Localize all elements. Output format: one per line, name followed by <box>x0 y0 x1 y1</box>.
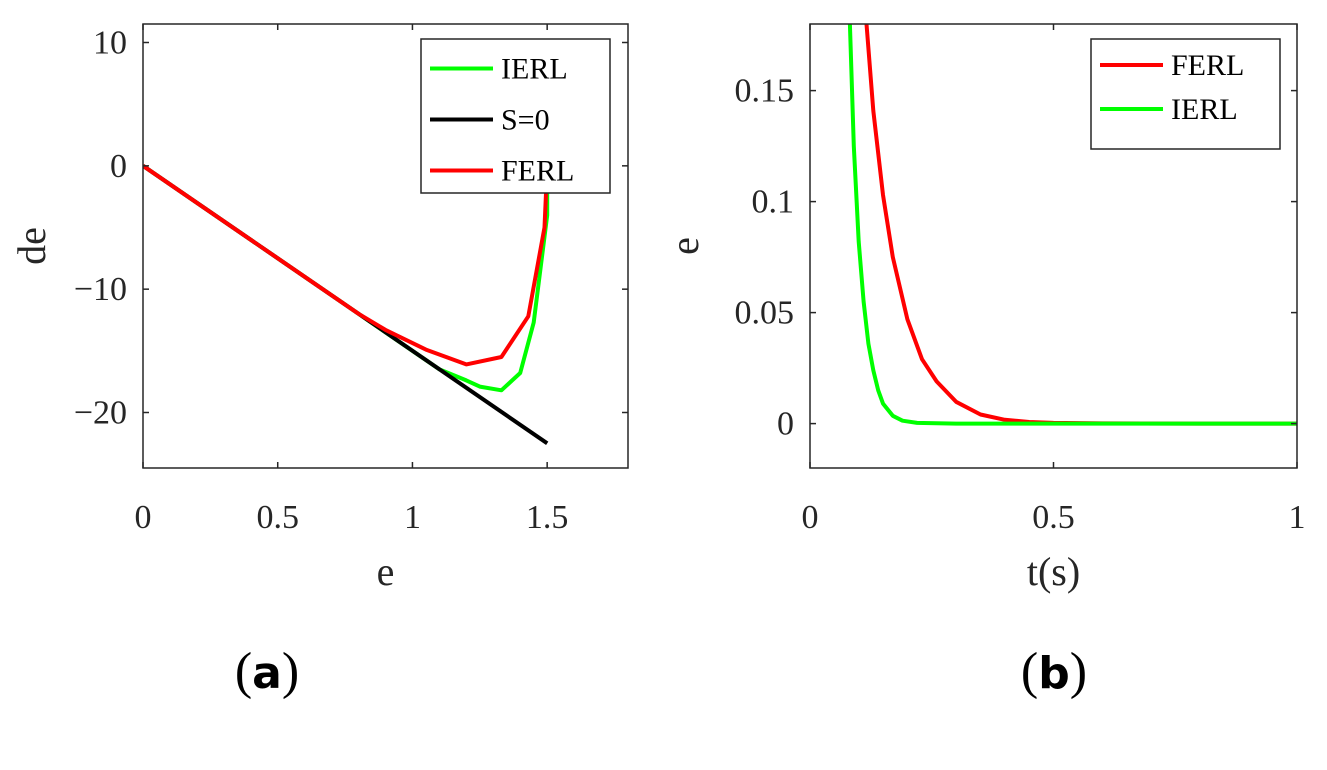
legend-box <box>1090 38 1281 150</box>
panel-label-a: (a) <box>235 642 299 701</box>
series-line-ierl <box>143 164 550 393</box>
plot-a-line-chart: 0 0.5 1 1.5 10 0 −10 −20 e de IERL S=0 FERL <box>9 23 629 594</box>
y-tick-label: 0 <box>110 148 127 185</box>
y-tick-label: 0 <box>777 406 794 443</box>
x-tick-label: 1 <box>1289 499 1306 536</box>
y-tick-label: 0.15 <box>735 73 795 110</box>
series-line-ferl <box>143 164 550 367</box>
y-tick-label: 0.05 <box>735 295 795 332</box>
plot-b-line-chart: 0 0.5 1 0.15 0.1 0.05 0 t(s) e FERL IERL <box>662 23 1306 594</box>
x-tick-label: 0 <box>802 499 819 536</box>
y-tick-label: 0.1 <box>752 184 795 221</box>
legend-label: FERL <box>501 155 574 188</box>
panel-label-b-close: ) <box>1069 643 1088 700</box>
y-tick-label: −10 <box>74 271 127 308</box>
x-tick-label: 0 <box>135 499 152 536</box>
legend-label: FERL <box>1171 49 1244 82</box>
series-line-ierl <box>847 24 1297 426</box>
y-axis-label: de <box>9 227 54 265</box>
panel-label-b-letter: b <box>1038 648 1070 699</box>
panel-label-a-letter: a <box>252 648 282 699</box>
x-axis-label: t(s) <box>1027 549 1080 594</box>
legend-label: IERL <box>501 53 568 86</box>
x-tick-label: 1 <box>404 499 421 536</box>
axes-box <box>142 23 629 469</box>
legend-label: S=0 <box>501 104 550 137</box>
x-tick-label: 0.5 <box>1032 499 1075 536</box>
legend-box <box>420 38 611 194</box>
y-axis-label: e <box>662 237 707 255</box>
legend-label: IERL <box>1171 93 1238 126</box>
panel-label-b: (b) <box>1021 642 1087 701</box>
panel-label-a-close: ) <box>281 643 300 700</box>
x-axis-label: e <box>377 549 395 594</box>
x-tick-label: 0.5 <box>256 499 299 536</box>
panel-label-b-open: ( <box>1020 643 1039 700</box>
y-tick-label: 10 <box>93 25 127 62</box>
y-tick-label: −20 <box>74 395 127 432</box>
x-tick-label: 1.5 <box>526 499 569 536</box>
panel-label-a-open: ( <box>234 643 253 700</box>
